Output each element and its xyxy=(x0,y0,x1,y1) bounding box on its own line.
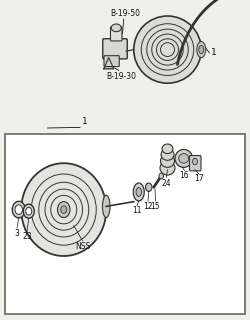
Bar xyxy=(5,134,245,314)
Ellipse shape xyxy=(175,149,192,167)
Circle shape xyxy=(12,201,25,218)
Text: 15: 15 xyxy=(151,202,160,211)
Circle shape xyxy=(58,202,70,218)
FancyBboxPatch shape xyxy=(190,156,201,171)
Ellipse shape xyxy=(160,155,174,167)
FancyBboxPatch shape xyxy=(104,56,119,67)
Ellipse shape xyxy=(199,45,204,54)
Text: 12: 12 xyxy=(143,202,153,211)
Text: 24: 24 xyxy=(162,179,171,188)
Ellipse shape xyxy=(160,161,175,175)
Ellipse shape xyxy=(162,144,173,154)
Circle shape xyxy=(15,205,22,214)
Text: B-19-30: B-19-30 xyxy=(106,72,136,81)
FancyBboxPatch shape xyxy=(103,39,127,59)
Circle shape xyxy=(159,173,164,179)
Circle shape xyxy=(146,183,152,191)
Text: 17: 17 xyxy=(194,174,203,183)
FancyBboxPatch shape xyxy=(110,27,122,41)
Text: 1: 1 xyxy=(211,48,217,57)
Text: 23: 23 xyxy=(22,232,32,241)
Ellipse shape xyxy=(179,154,189,163)
Circle shape xyxy=(192,158,198,165)
Text: 16: 16 xyxy=(180,171,189,180)
Ellipse shape xyxy=(102,195,110,218)
Circle shape xyxy=(61,206,67,213)
Text: 11: 11 xyxy=(132,206,142,215)
Text: 1: 1 xyxy=(82,117,88,126)
Polygon shape xyxy=(104,58,114,69)
Ellipse shape xyxy=(197,42,206,58)
Ellipse shape xyxy=(133,183,144,201)
Text: 3: 3 xyxy=(14,229,20,238)
Ellipse shape xyxy=(136,188,141,196)
Ellipse shape xyxy=(134,16,201,83)
Ellipse shape xyxy=(161,149,174,160)
Text: B-19-50: B-19-50 xyxy=(110,9,140,18)
Text: NSS: NSS xyxy=(75,242,90,251)
Ellipse shape xyxy=(21,163,106,256)
Ellipse shape xyxy=(111,24,121,32)
Circle shape xyxy=(26,207,32,215)
Circle shape xyxy=(23,204,34,218)
